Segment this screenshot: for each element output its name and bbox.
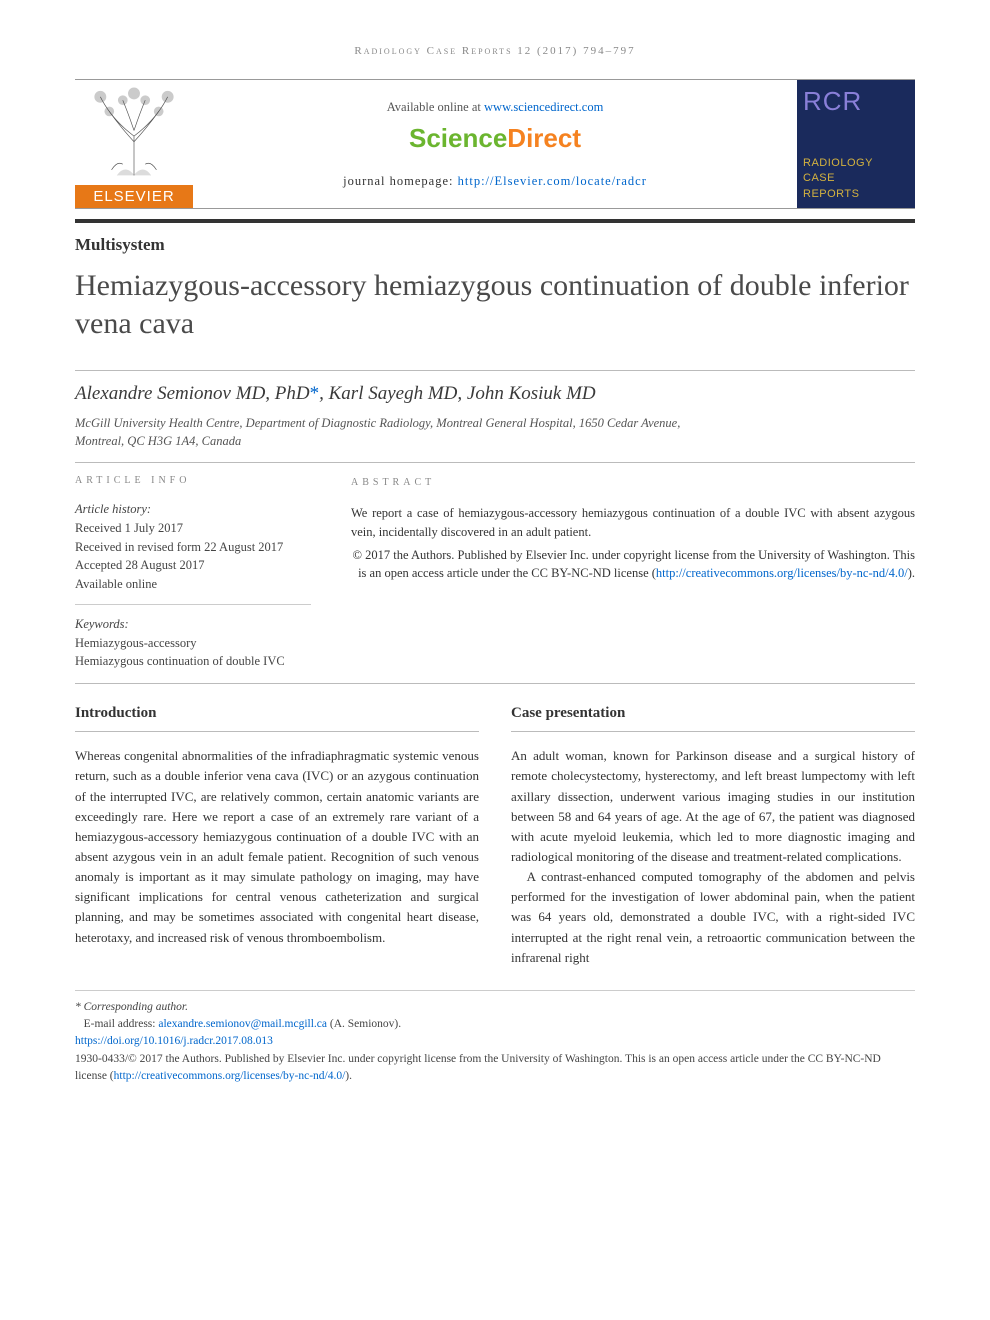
authors-rest: , Karl Sayegh MD, John Kosiuk MD [319, 383, 596, 404]
masthead-center: Available online at www.sciencedirect.co… [193, 80, 797, 208]
available-prefix: Available online at [387, 100, 484, 114]
email-line: E-mail address: alexandre.semionov@mail.… [75, 1016, 915, 1033]
introduction-heading: Introduction [75, 702, 479, 732]
abstract-column: abstract We report a case of hemiazygous… [351, 475, 915, 671]
rcr-line3: REPORTS [803, 187, 909, 202]
abstract-text: We report a case of hemiazygous-accessor… [351, 504, 915, 542]
homepage-prefix: journal homepage: [343, 174, 458, 188]
journal-homepage-link[interactable]: http://Elsevier.com/locate/radcr [458, 174, 647, 188]
masthead: ELSEVIER Available online at www.science… [75, 79, 915, 209]
divider [75, 683, 915, 684]
article-category: Multisystem [75, 235, 915, 255]
elsevier-logo-block: ELSEVIER [75, 80, 193, 208]
case-paragraph-2: A contrast-enhanced computed tomography … [511, 867, 915, 968]
issn-suffix: ). [345, 1070, 352, 1082]
journal-homepage: journal homepage: http://Elsevier.com/lo… [343, 174, 647, 189]
keywords-label: Keywords: [75, 615, 311, 634]
email-suffix: (A. Semionov). [327, 1018, 401, 1030]
rcr-line2: CASE [803, 171, 909, 186]
introduction-text: Whereas congenital abnormalities of the … [75, 746, 479, 947]
divider [75, 370, 915, 371]
corresponding-author-note: * Corresponding author. [75, 999, 915, 1016]
article-info-label: article info [75, 475, 311, 486]
sd-direct-word: Direct [507, 123, 581, 153]
info-abstract-row: article info Article history: Received 1… [75, 475, 915, 671]
cc-license-link[interactable]: http://creativecommons.org/licenses/by-n… [656, 566, 908, 580]
sciencedirect-link[interactable]: www.sciencedirect.com [484, 100, 603, 114]
available-online-text: Available online at www.sciencedirect.co… [387, 100, 604, 115]
article-title: Hemiazygous-accessory hemiazygous contin… [75, 267, 915, 342]
authors-text: Alexandre Semionov MD, PhD [75, 383, 310, 404]
footnotes: * Corresponding author. E-mail address: … [75, 990, 915, 1085]
authors: Alexandre Semionov MD, PhD*, Karl Sayegh… [75, 383, 915, 405]
issn-copyright-line: 1930-0433/© 2017 the Authors. Published … [75, 1051, 915, 1086]
right-column: Case presentation An adult woman, known … [511, 702, 915, 968]
abstract-label: abstract [351, 475, 915, 490]
journal-cover-block: RCR RADIOLOGY CASE REPORTS [797, 80, 915, 208]
rcr-journal-name: RADIOLOGY CASE REPORTS [803, 156, 909, 202]
accepted-date: Accepted 28 August 2017 [75, 556, 311, 575]
corresponding-asterisk: * [310, 383, 320, 404]
running-header: Radiology Case Reports 12 (2017) 794–797 [75, 45, 915, 57]
history-label: Article history: [75, 500, 311, 519]
author-email-link[interactable]: alexandre.semionov@mail.mcgill.ca [158, 1018, 327, 1030]
divider [75, 604, 311, 605]
left-column: Introduction Whereas congenital abnormal… [75, 702, 479, 968]
keywords: Hemiazygous-accessory Hemiazygous contin… [75, 634, 311, 672]
available-online: Available online [75, 575, 311, 594]
revised-date: Received in revised form 22 August 2017 [75, 538, 311, 557]
cc-license-link-footer[interactable]: http://creativecommons.org/licenses/by-n… [114, 1070, 346, 1082]
case-heading: Case presentation [511, 702, 915, 732]
sciencedirect-logo: ScienceDirect [409, 123, 581, 154]
sd-science-word: Science [409, 123, 507, 153]
doi-link[interactable]: https://doi.org/10.1016/j.radcr.2017.08.… [75, 1035, 273, 1047]
affiliation: McGill University Health Centre, Departm… [75, 415, 715, 450]
rcr-abbr: RCR [803, 86, 909, 117]
body-columns: Introduction Whereas congenital abnormal… [75, 702, 915, 968]
received-date: Received 1 July 2017 [75, 519, 311, 538]
article-info-column: article info Article history: Received 1… [75, 475, 311, 671]
divider [75, 462, 915, 463]
elsevier-wordmark: ELSEVIER [75, 185, 193, 208]
case-paragraph-1: An adult woman, known for Parkinson dise… [511, 746, 915, 867]
thick-rule [75, 219, 915, 223]
elsevier-tree-icon [75, 80, 193, 181]
copyright-text: © 2017 the Authors. Published by Elsevie… [351, 546, 915, 584]
rcr-line1: RADIOLOGY [803, 156, 909, 171]
copyright-suffix: ). [908, 566, 915, 580]
email-label: E-mail address: [84, 1018, 159, 1030]
